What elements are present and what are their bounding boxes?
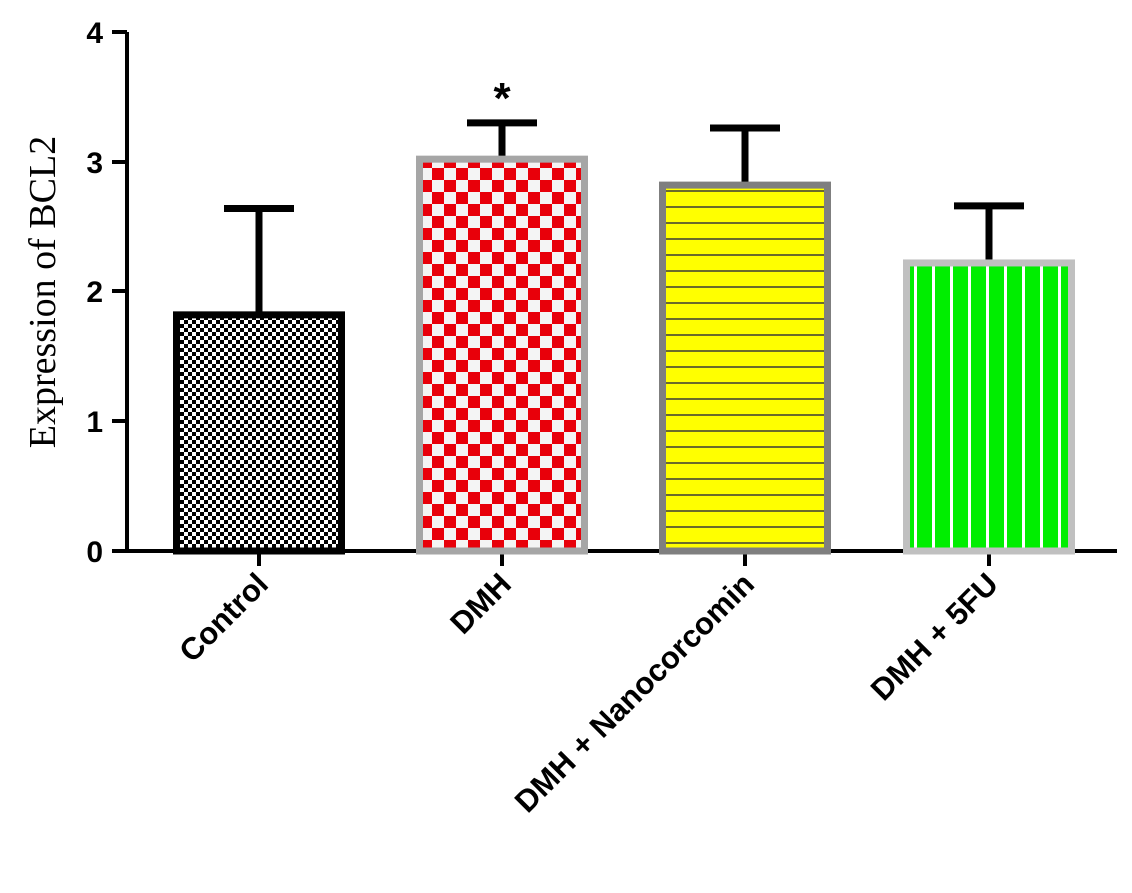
x-label-dmh: DMH <box>443 566 518 641</box>
x-label-nano: DMH + Nanocorcomin <box>508 566 761 819</box>
bar-5fu <box>903 259 1075 555</box>
bar-control <box>173 311 345 555</box>
y-tick-label-0: 0 <box>86 536 103 569</box>
significance-asterisk: * <box>493 74 511 123</box>
x-label-5fu: DMH + 5FU <box>864 566 1005 707</box>
x-label-control: Control <box>172 566 275 669</box>
error-bars <box>224 119 1024 315</box>
y-tick-label-1: 1 <box>86 406 103 439</box>
y-axis-title: Expression of BCL2 <box>22 136 64 448</box>
y-tick-label-3: 3 <box>86 147 103 180</box>
bar-nano <box>659 181 831 555</box>
bars <box>173 155 1075 555</box>
y-tick-label-4: 4 <box>86 17 103 50</box>
y-tick-label-2: 2 <box>86 276 103 309</box>
bar-dmh <box>416 155 588 555</box>
